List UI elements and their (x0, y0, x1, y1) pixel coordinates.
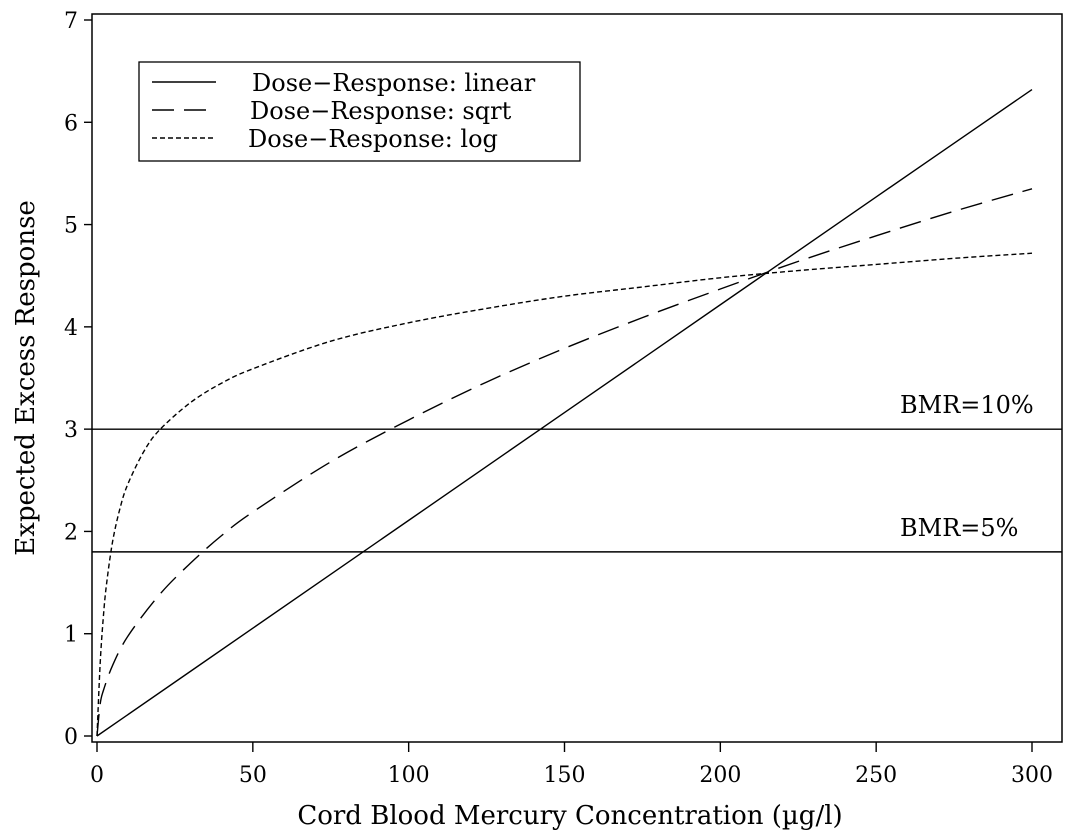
x-tick-label: 150 (544, 763, 586, 788)
y-tick-label: 0 (64, 725, 78, 750)
x-tick-label: 0 (90, 763, 104, 788)
series-line-short-dash (96, 252, 1033, 737)
x-axis: 0 50 100 150 200 250 300 (90, 742, 1053, 788)
y-tick-label: 4 (64, 316, 78, 341)
y-tick-label: 6 (64, 111, 78, 136)
reference-line-label: BMR=10% (900, 391, 1034, 419)
x-axis-label: Cord Blood Mercury Concentration (µg/l) (297, 801, 842, 831)
x-tick-label: 100 (388, 763, 430, 788)
y-axis-label: Expected Excess Response (11, 200, 41, 556)
y-axis: 0 1 2 3 4 5 6 7 (64, 9, 92, 750)
series-line-long-dash (96, 188, 1033, 737)
reference-line-label: BMR=5% (900, 514, 1018, 542)
plot-frame (91, 13, 1063, 743)
y-tick-label: 1 (64, 623, 78, 648)
legend-label: Dose−Response: log (248, 125, 498, 153)
series-lines (96, 88, 1033, 737)
legend-label: Dose−Response: sqrt (250, 97, 512, 125)
y-tick-label: 7 (64, 9, 78, 34)
x-tick-label: 50 (239, 763, 267, 788)
x-tick-label: 200 (699, 763, 741, 788)
y-tick-label: 5 (64, 214, 78, 239)
legend-label: Dose−Response: linear (252, 69, 536, 97)
legend-box (138, 61, 581, 162)
x-tick-label: 250 (855, 763, 897, 788)
series-line-solid (96, 88, 1033, 737)
reference-lines: BMR=10% BMR=5% (92, 391, 1062, 553)
x-tick-label: 300 (1011, 763, 1053, 788)
y-tick-label: 2 (64, 520, 78, 545)
y-tick-label: 3 (64, 418, 78, 443)
